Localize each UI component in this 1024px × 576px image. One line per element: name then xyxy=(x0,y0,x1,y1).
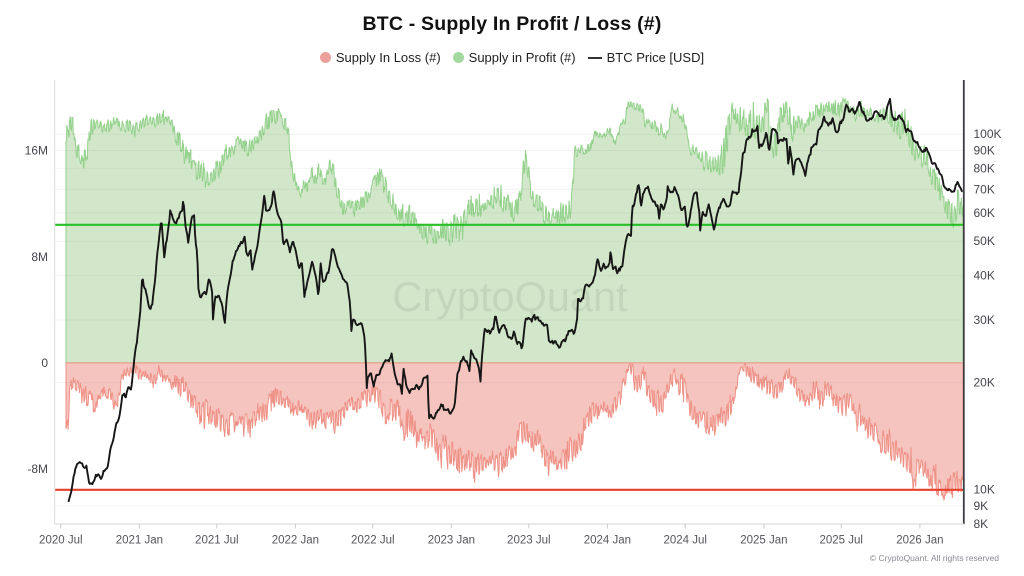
svg-text:2025 Jul: 2025 Jul xyxy=(819,535,862,547)
svg-text:70K: 70K xyxy=(974,182,995,196)
svg-text:50K: 50K xyxy=(974,234,995,248)
svg-text:100K: 100K xyxy=(974,127,1002,141)
svg-text:90K: 90K xyxy=(974,144,995,158)
svg-text:0: 0 xyxy=(41,356,48,370)
svg-text:2021 Jan: 2021 Jan xyxy=(116,535,163,547)
svg-text:8K: 8K xyxy=(974,517,989,531)
svg-text:CryptoQuant: CryptoQuant xyxy=(392,273,628,320)
svg-text:2021 Jul: 2021 Jul xyxy=(195,535,238,547)
svg-text:© CryptoQuant. All rights rese: © CryptoQuant. All rights reserved xyxy=(870,553,999,563)
svg-text:2023 Jul: 2023 Jul xyxy=(507,535,550,547)
svg-text:9K: 9K xyxy=(974,499,989,513)
svg-text:2025 Jan: 2025 Jan xyxy=(740,535,787,547)
svg-text:80K: 80K xyxy=(974,162,995,176)
svg-text:2020 Jul: 2020 Jul xyxy=(39,535,82,547)
svg-text:30K: 30K xyxy=(974,313,995,327)
svg-text:2022 Jul: 2022 Jul xyxy=(351,535,394,547)
svg-text:2022 Jan: 2022 Jan xyxy=(272,535,319,547)
svg-text:16M: 16M xyxy=(25,144,48,158)
svg-text:2023 Jan: 2023 Jan xyxy=(428,535,475,547)
svg-text:8M: 8M xyxy=(31,250,48,264)
svg-text:60K: 60K xyxy=(974,206,995,220)
svg-text:10K: 10K xyxy=(974,483,995,497)
svg-text:2024 Jan: 2024 Jan xyxy=(584,535,631,547)
svg-text:2024 Jul: 2024 Jul xyxy=(663,535,706,547)
svg-text:20K: 20K xyxy=(974,376,995,390)
svg-text:2026 Jan: 2026 Jan xyxy=(896,535,943,547)
svg-text:-8M: -8M xyxy=(27,462,48,476)
svg-text:40K: 40K xyxy=(974,269,995,283)
